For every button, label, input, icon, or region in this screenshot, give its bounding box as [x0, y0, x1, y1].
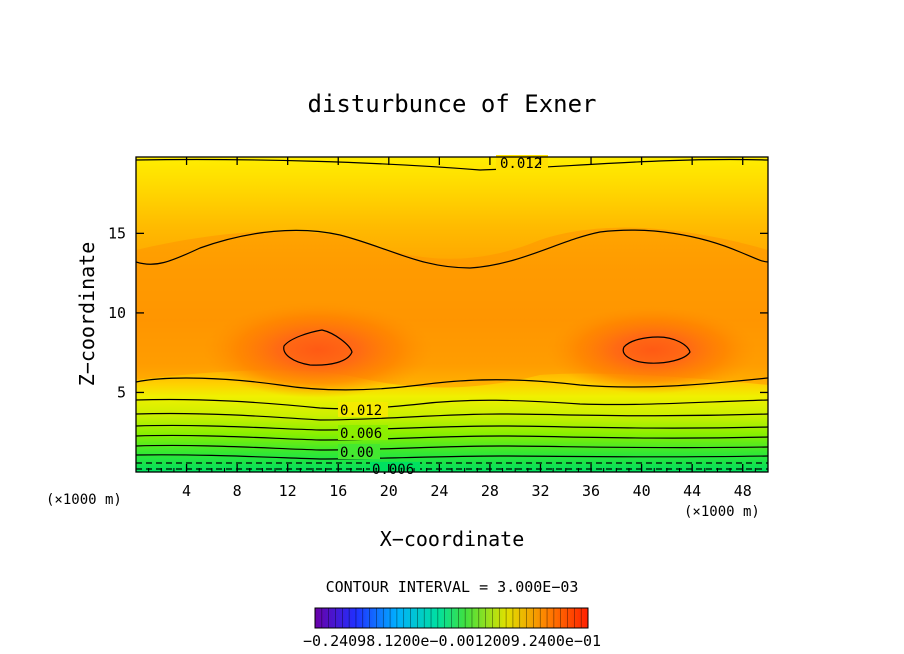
contour-label-000: 0.00: [340, 445, 374, 461]
y-tick-label: 15: [108, 224, 126, 242]
x-tick-label: 4: [182, 482, 191, 500]
contour-label-neg: 0.006: [372, 462, 414, 478]
x-tick-label: 24: [430, 482, 448, 500]
x-tick-label: 20: [380, 482, 398, 500]
y-unit-label: (×1000 m): [46, 492, 122, 508]
maximum-blob-left: [203, 302, 433, 398]
contour-lower-4: [136, 424, 768, 431]
contour-label-0006: 0.006: [340, 426, 382, 442]
contour-0012: [136, 398, 768, 410]
x-unit-label: (×1000 m): [684, 504, 760, 520]
contour-interval-text: CONTOUR INTERVAL = 3.000E−03: [326, 578, 579, 596]
contour-0006: [136, 434, 768, 441]
contour-lines: [136, 158, 768, 470]
contour-labels: 0.012 0.012 0.006 0.00 0.006: [338, 155, 548, 478]
x-tick-label: 32: [531, 482, 549, 500]
x-axis: 4 8 12 16 20 24 28 32 36 40 44 48: [148, 157, 756, 500]
contour-lower-3: [136, 412, 768, 421]
contour-label-top: 0.012: [500, 156, 542, 172]
x-tick-label: 12: [279, 482, 297, 500]
maximum-blob-right: [547, 306, 757, 394]
plot-area: [136, 157, 768, 472]
y-tick-label: 10: [108, 304, 126, 322]
contour-lower-1: [136, 377, 768, 391]
y-axis: 5 10 15: [108, 224, 768, 401]
x-tick-label: 48: [734, 482, 752, 500]
contour-lower-6: [136, 444, 768, 451]
chart-title: disturbunce of Exner: [308, 90, 597, 118]
contour-label-0012: 0.012: [340, 403, 382, 419]
contour-top: [136, 158, 768, 171]
x-tick-label: 8: [233, 482, 242, 500]
colorbar-stripes: [321, 608, 582, 628]
x-tick-label: 40: [633, 482, 651, 500]
contour-max-right: [622, 336, 691, 364]
x-tick-label: 44: [683, 482, 701, 500]
y-axis-label: Z−coordinate: [75, 242, 99, 387]
contour-max-left: [283, 329, 353, 366]
contour-upper-wave: [136, 229, 768, 269]
x-tick-label: 36: [582, 482, 600, 500]
colorbar-tick-labels: −0.24098.1200e−0.0012009.2400e−01: [303, 632, 601, 650]
x-axis-label: X−coordinate: [380, 527, 525, 551]
colorbar: −0.24098.1200e−0.0012009.2400e−01: [303, 607, 601, 650]
x-tick-label: 28: [481, 482, 499, 500]
contour-000: [136, 454, 768, 460]
x-tick-label: 16: [329, 482, 347, 500]
y-tick-label: 5: [117, 383, 126, 401]
